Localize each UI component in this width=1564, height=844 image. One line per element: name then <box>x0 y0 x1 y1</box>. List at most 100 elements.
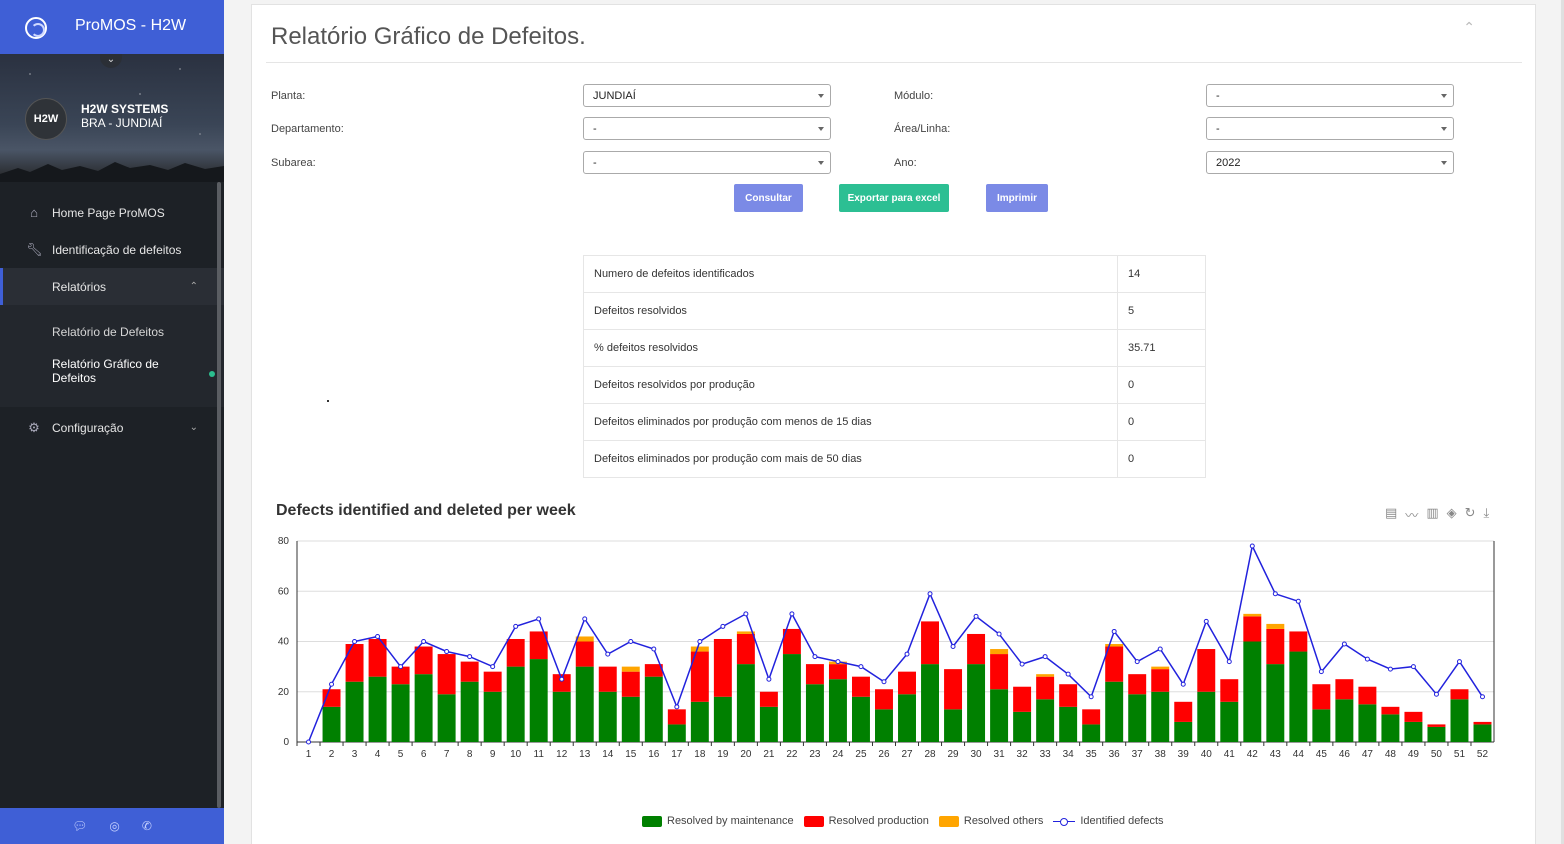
bar <box>921 621 940 665</box>
bar <box>414 646 433 675</box>
legend-item[interactable]: Identified defects <box>1053 815 1164 827</box>
profile-toggle-chevron-icon[interactable]: ⌄ <box>100 54 122 68</box>
series-point <box>1341 641 1347 647</box>
sidebar-item-reports[interactable]: Relatórios ⌃ <box>0 268 224 305</box>
bar-chart-icon[interactable]: ▥ <box>1426 505 1439 520</box>
stats-value: 0 <box>1117 440 1206 478</box>
series-point <box>1249 543 1255 549</box>
ano-select[interactable]: 2022 <box>1206 151 1454 174</box>
restore-icon[interactable]: ↻ <box>1464 505 1476 520</box>
consultar-button[interactable]: Consultar <box>734 184 803 212</box>
avatar[interactable]: H2W <box>25 98 67 140</box>
bar <box>529 631 548 660</box>
bar <box>1151 691 1170 742</box>
x-tick-label: 46 <box>1339 749 1351 760</box>
sidebar-item-home[interactable]: ⌂ Home Page ProMOS <box>0 194 224 231</box>
reports-submenu: Relatório de Defeitos Relatório Gráfico … <box>0 305 224 407</box>
series-point <box>973 613 979 619</box>
bar <box>1312 684 1331 710</box>
bar <box>1220 701 1239 742</box>
legend-item[interactable]: Resolved others <box>938 815 1043 827</box>
series-point <box>950 644 956 650</box>
subarea-label: Subarea: <box>271 157 316 169</box>
page-scrollbar[interactable] <box>1561 0 1564 844</box>
data-view-icon[interactable]: ▤ <box>1385 505 1398 520</box>
bar <box>1036 676 1055 700</box>
series-point <box>352 639 358 644</box>
bar <box>1105 646 1124 682</box>
legend-label: Identified defects <box>1080 815 1164 827</box>
sidebar-item-config[interactable]: ⚙ Configuração ⌄ <box>0 409 224 446</box>
bar <box>460 681 479 742</box>
series-point <box>536 616 542 622</box>
export-excel-button[interactable]: Exportar para excel <box>839 184 949 212</box>
bar <box>552 674 571 692</box>
sidebar-subitem-report-defects[interactable]: Relatório de Defeitos <box>0 313 224 349</box>
bar <box>1266 623 1285 629</box>
x-tick-label: 20 <box>740 749 752 760</box>
legend-item[interactable]: Resolved production <box>803 815 929 827</box>
dropdown-caret-icon <box>1441 127 1447 131</box>
x-tick-label: 21 <box>763 749 775 760</box>
sidebar-item-defects[interactable]: 🔧︎ Identificação de defeitos <box>0 231 224 268</box>
line-chart-icon[interactable]: 〰 <box>1405 508 1419 523</box>
chat-icon[interactable]: 💬︎ <box>72 819 88 833</box>
bar <box>368 638 387 677</box>
subarea-select[interactable]: - <box>583 151 831 174</box>
series-point <box>1134 659 1140 665</box>
series-point <box>1295 598 1301 604</box>
bar <box>1404 711 1423 722</box>
bar <box>713 638 732 697</box>
download-icon[interactable]: ⤓ <box>1483 505 1490 520</box>
stats-label: Defeitos resolvidos <box>583 292 1118 330</box>
sidebar-scrollbar[interactable] <box>217 182 221 808</box>
x-tick-label: 44 <box>1293 749 1305 760</box>
stats-value: 5 <box>1117 292 1206 330</box>
bar <box>437 694 456 742</box>
phone-icon[interactable]: ✆ <box>141 819 152 833</box>
x-tick-label: 52 <box>1477 749 1489 760</box>
bar <box>1243 613 1262 617</box>
area-linha-select[interactable]: - <box>1206 117 1454 140</box>
series-point <box>1180 681 1186 687</box>
chevron-up-icon: ⌃ <box>189 281 198 292</box>
stats-label: Defeitos eliminados por produção com men… <box>583 403 1118 441</box>
globe-icon[interactable]: ◎ <box>109 819 120 833</box>
series-point <box>513 623 519 629</box>
series-point <box>421 639 427 644</box>
x-tick-label: 23 <box>809 749 821 760</box>
series-point <box>858 664 864 670</box>
series-point <box>927 591 933 597</box>
chart-title: Defects identified and deleted per week <box>276 502 576 519</box>
bar <box>529 659 548 742</box>
bar <box>1013 711 1032 742</box>
x-tick-label: 47 <box>1362 749 1374 760</box>
bar <box>828 664 847 680</box>
bar <box>1013 686 1032 712</box>
wrench-icon: 🔧︎ <box>26 241 43 257</box>
collapse-panel-chevron-icon[interactable]: ⌃ <box>1463 19 1475 35</box>
planta-select[interactable]: JUNDIAÍ <box>583 84 831 107</box>
series-point <box>1157 646 1163 652</box>
x-tick-label: 22 <box>786 749 798 760</box>
legend-swatch <box>938 815 959 827</box>
series-point <box>1318 669 1324 675</box>
series-point <box>789 611 795 617</box>
bar <box>898 694 916 742</box>
modulo-select[interactable]: - <box>1206 84 1454 107</box>
imprimir-button[interactable]: Imprimir <box>986 184 1048 212</box>
bar <box>1082 724 1101 742</box>
bar <box>851 676 870 697</box>
modulo-label: Módulo: <box>894 90 934 102</box>
bar <box>391 684 410 742</box>
logo-icon[interactable] <box>25 17 47 39</box>
bar <box>1105 681 1124 742</box>
series-point <box>1456 659 1462 665</box>
x-tick-label: 30 <box>971 749 983 760</box>
stack-icon[interactable]: ◈ <box>1446 505 1457 520</box>
legend-item[interactable]: Resolved by maintenance <box>642 815 794 827</box>
series-point <box>1042 654 1048 660</box>
departamento-select[interactable]: - <box>583 117 831 140</box>
sidebar-subitem-report-chart[interactable]: Relatório Gráfico de Defeitos <box>0 349 224 399</box>
app-title[interactable]: ProMOS - H2W <box>75 17 187 34</box>
